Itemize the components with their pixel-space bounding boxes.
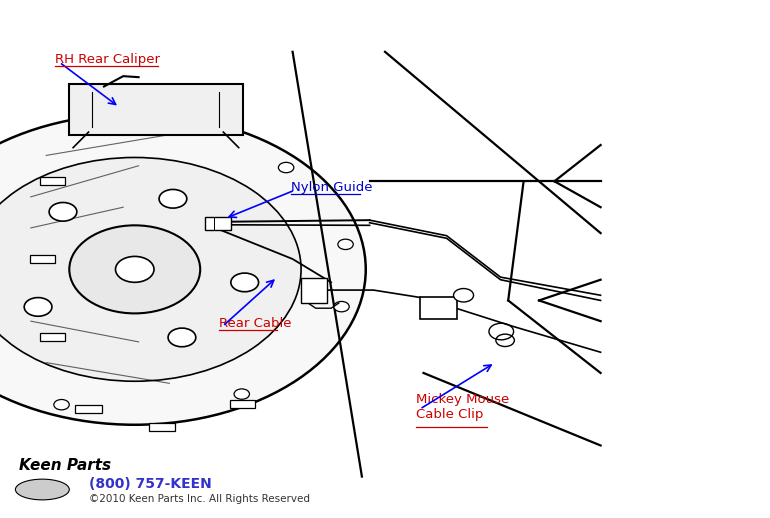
Circle shape: [69, 225, 200, 313]
FancyBboxPatch shape: [30, 255, 55, 263]
FancyBboxPatch shape: [40, 333, 65, 341]
Circle shape: [116, 256, 154, 282]
Ellipse shape: [15, 479, 69, 500]
FancyBboxPatch shape: [40, 177, 65, 185]
Text: Keen Parts: Keen Parts: [19, 458, 112, 473]
Circle shape: [168, 328, 196, 347]
Circle shape: [0, 114, 366, 425]
Text: ©2010 Keen Parts Inc. All Rights Reserved: ©2010 Keen Parts Inc. All Rights Reserve…: [89, 495, 310, 505]
Circle shape: [127, 120, 142, 131]
FancyBboxPatch shape: [205, 217, 231, 230]
FancyBboxPatch shape: [75, 405, 102, 413]
Text: RH Rear Caliper: RH Rear Caliper: [55, 53, 160, 66]
Circle shape: [159, 190, 187, 208]
FancyBboxPatch shape: [149, 423, 175, 431]
Text: Nylon Guide: Nylon Guide: [291, 181, 373, 194]
Circle shape: [0, 157, 301, 381]
Circle shape: [231, 273, 259, 292]
FancyBboxPatch shape: [230, 400, 255, 408]
Text: Mickey Mouse
Cable Clip: Mickey Mouse Cable Clip: [416, 393, 509, 421]
Text: Rear Cable: Rear Cable: [219, 317, 291, 330]
FancyBboxPatch shape: [420, 297, 457, 319]
Circle shape: [234, 389, 249, 399]
Circle shape: [338, 239, 353, 250]
Circle shape: [279, 162, 294, 172]
Circle shape: [454, 289, 474, 302]
FancyBboxPatch shape: [69, 84, 243, 135]
Circle shape: [334, 301, 350, 312]
FancyBboxPatch shape: [301, 278, 327, 303]
Circle shape: [49, 203, 77, 221]
Circle shape: [24, 298, 52, 316]
Circle shape: [54, 399, 69, 410]
Text: (800) 757-KEEN: (800) 757-KEEN: [89, 477, 211, 491]
